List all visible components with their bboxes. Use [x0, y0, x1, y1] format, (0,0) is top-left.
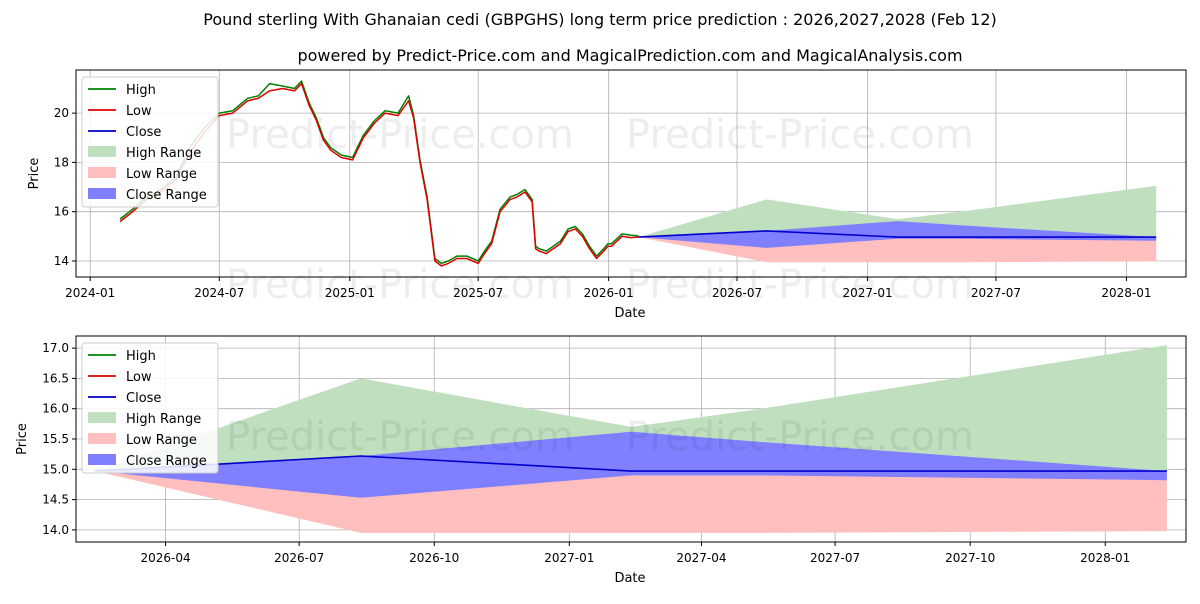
- bottom-y-tick-label: 15.0: [42, 462, 69, 476]
- watermark-text: Predict-Price.com: [226, 262, 574, 308]
- top-x-tick-label: 2024-07: [194, 286, 244, 300]
- bottom-close-series: [95, 455, 1167, 472]
- bottom-legend-label: Low: [126, 370, 152, 385]
- bottom-x-tick-label: 2026-07: [274, 551, 324, 565]
- top-legend-label: Close: [126, 125, 161, 140]
- top-legend-label: High: [126, 83, 156, 98]
- bottom-y-tick-label: 15.5: [42, 432, 69, 446]
- bottom-legend-label: Close Range: [126, 454, 207, 469]
- bottom-y-tick-label: 14.0: [42, 523, 69, 537]
- bottom-x-tick-label: 2027-10: [945, 551, 995, 565]
- bottom-x-tick-label: 2027-04: [676, 551, 726, 565]
- bottom-y-axis-label: Price: [15, 423, 30, 455]
- bottom-y-tick-label: 16.0: [42, 402, 69, 416]
- top-x-tick-label: 2025-01: [325, 286, 375, 300]
- bottom-x-tick-label: 2027-07: [810, 551, 860, 565]
- watermark-text: Predict-Price.com: [226, 112, 574, 158]
- top-y-tick-label: 18: [54, 155, 69, 169]
- bottom-legend-label: High: [126, 349, 156, 364]
- bottom-legend-swatch: [88, 454, 116, 465]
- top-x-tick-label: 2026-07: [712, 286, 762, 300]
- top-y-tick-label: 20: [54, 106, 69, 120]
- top-x-tick-label: 2027-07: [971, 286, 1021, 300]
- top-panel: Predict-Price.com Predict-Price.com Predic…: [27, 69, 1187, 321]
- bottom-y-tick-label: 17.0: [42, 341, 69, 355]
- top-y-axis-label: Price: [27, 158, 42, 190]
- bottom-x-axis-label: Date: [614, 571, 645, 586]
- bottom-panel: Predict-Price.com Predict-Price.com 2026-0…: [15, 335, 1187, 586]
- watermark-text: Predict-Price.com: [626, 414, 974, 460]
- top-x-tick-label: 2025-07: [453, 286, 503, 300]
- watermark-text: Predict-Price.com: [626, 262, 974, 308]
- top-low-series: [119, 82, 639, 267]
- top-x-tick-label: 2028-01: [1101, 286, 1151, 300]
- top-legend-swatch: [88, 188, 116, 199]
- top-axes-frame: [75, 69, 1187, 278]
- bottom-x-tick-label: 2028-01: [1080, 551, 1130, 565]
- chart-subtitle: powered by Predict-Price.com and Magical…: [297, 46, 962, 65]
- bottom-legend-label: Close: [126, 391, 161, 406]
- top-y-tick-label: 16: [54, 205, 69, 219]
- bottom-y-tick-label: 14.5: [42, 493, 69, 507]
- top-x-tick-label: 2024-01: [65, 286, 115, 300]
- top-x-axis-label: Date: [614, 306, 645, 321]
- bottom-legend-label: High Range: [126, 412, 201, 427]
- bottom-legend-swatch: [88, 433, 116, 444]
- bottom-high-range-area: [95, 345, 1167, 472]
- bottom-y-tick-label: 16.5: [42, 371, 69, 385]
- top-high-range-area: [638, 185, 1157, 238]
- bottom-x-tick-label: 2026-10: [409, 551, 459, 565]
- bottom-legend-swatch: [88, 412, 116, 423]
- top-legend-label: Low: [126, 104, 152, 119]
- top-legend-label: High Range: [126, 146, 201, 161]
- chart-title: Pound sterling With Ghanaian cedi (GBPGH…: [203, 10, 997, 29]
- top-legend-label: Low Range: [126, 167, 197, 182]
- bottom-x-tick-label: 2027-01: [544, 551, 594, 565]
- bottom-x-tick-label: 2026-04: [140, 551, 190, 565]
- bottom-legend-label: Low Range: [126, 433, 197, 448]
- top-close-series: [638, 230, 1157, 238]
- bottom-close-range-area: [95, 431, 1167, 498]
- top-legend: High Low Close High Range Low Range Close Ran…: [81, 76, 219, 208]
- top-close-range-area: [638, 221, 1157, 248]
- top-legend-label: Close Range: [126, 188, 207, 203]
- top-x-tick-label: 2026-01: [584, 286, 634, 300]
- watermark-text: Predict-Price.com: [626, 112, 974, 158]
- bottom-legend: High Low Close High Range Low Range Close Ran…: [81, 342, 219, 474]
- top-legend-swatch: [88, 167, 116, 178]
- top-x-tick-label: 2027-01: [842, 286, 892, 300]
- top-y-tick-label: 14: [54, 254, 69, 268]
- top-legend-swatch: [88, 146, 116, 157]
- watermark-text: Predict-Price.com: [226, 414, 574, 460]
